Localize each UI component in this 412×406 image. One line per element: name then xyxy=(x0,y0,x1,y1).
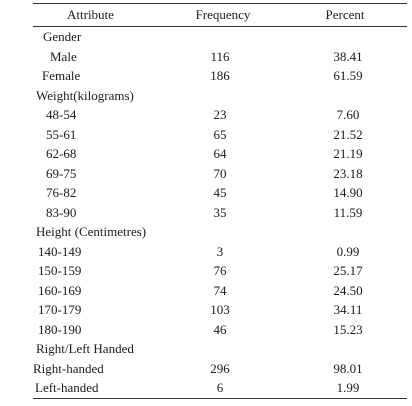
group-title: Weight(kilograms) xyxy=(36,87,134,103)
attribute-cell: 55-61 xyxy=(46,126,77,142)
percent-cell: 0.99 xyxy=(336,243,360,259)
group-title: Gender xyxy=(43,29,82,44)
attribute-frequency-table: Attribute Frequency Percent Gender Male 11… xyxy=(33,3,407,399)
frequency-cell: 45 xyxy=(213,185,227,200)
table-row: 140-149 3 0.99 xyxy=(33,242,407,262)
attribute-cell: 62-68 xyxy=(46,146,77,161)
group-title: Right/Left Handed xyxy=(36,341,134,356)
percent-cell: 25.17 xyxy=(333,263,363,278)
table-row: 170-179 103 34.11 xyxy=(33,300,407,320)
percent-cell: 1.99 xyxy=(279,378,407,399)
table-row: 69-75 70 23.18 xyxy=(33,164,407,184)
group-header-row: Height (Centimetres) xyxy=(33,222,407,242)
frequency-cell: 70 xyxy=(213,165,227,181)
frequency-cell: 46 xyxy=(213,321,227,337)
attribute-cell: 69-75 xyxy=(46,165,77,181)
percent-cell: 23.18 xyxy=(333,165,363,181)
percent-cell: 24.50 xyxy=(333,282,363,298)
attribute-cell: 76-82 xyxy=(46,185,77,200)
percent-cell: 11.59 xyxy=(333,204,363,220)
percent-cell: 14.90 xyxy=(333,185,363,200)
percent-cell: 15.23 xyxy=(333,321,363,337)
percent-cell: 61.59 xyxy=(333,68,363,83)
table-row: Male 116 38.41 xyxy=(33,47,407,67)
frequency-cell: 186 xyxy=(210,68,230,83)
group-header-row: Gender xyxy=(33,27,407,47)
table-row: 62-68 64 21.19 xyxy=(33,144,407,164)
header-row: Attribute Frequency Percent xyxy=(33,3,407,27)
frequency-cell: 65 xyxy=(213,126,227,142)
attribute-cell: 160-169 xyxy=(38,282,82,298)
table-row: Left-handed 6 1.99 xyxy=(33,378,407,399)
attribute-cell: 150-159 xyxy=(38,263,82,278)
frequency-cell: 23 xyxy=(213,107,227,122)
attribute-header: Attribute xyxy=(33,3,167,27)
percent-cell: 38.41 xyxy=(333,48,363,64)
table-body: Gender Male 116 38.41 Female 186 61.59 Weight(k… xyxy=(33,27,407,399)
table-row: 55-61 65 21.52 xyxy=(33,125,407,145)
table-row: 180-190 46 15.23 xyxy=(33,320,407,340)
frequency-cell: 74 xyxy=(213,282,227,298)
group-header-row: Weight(kilograms) xyxy=(33,86,407,106)
percent-header: Percent xyxy=(279,3,407,27)
percent-cell: 21.52 xyxy=(333,126,363,142)
attribute-cell: Right-handed xyxy=(33,360,104,376)
attribute-cell: 140-149 xyxy=(38,243,82,259)
percent-cell: 21.19 xyxy=(333,146,363,161)
group-header-row: Right/Left Handed xyxy=(33,339,407,359)
group-title: Height (Centimetres) xyxy=(36,224,147,239)
table-row: 83-90 35 11.59 xyxy=(33,203,407,223)
percent-cell: 7.60 xyxy=(336,107,360,122)
table-row: 150-159 76 25.17 xyxy=(33,261,407,281)
table-row: 160-169 74 24.50 xyxy=(33,281,407,301)
frequency-cell: 3 xyxy=(216,243,224,259)
attribute-cell: Male xyxy=(50,48,77,64)
frequency-cell: 103 xyxy=(210,302,230,317)
frequency-cell: 64 xyxy=(213,146,227,161)
attribute-cell: 83-90 xyxy=(46,204,77,220)
table-row: Right-handed 296 98.01 xyxy=(33,359,407,379)
attribute-cell: 180-190 xyxy=(38,321,82,337)
frequency-cell: 116 xyxy=(210,48,230,64)
attribute-cell: 170-179 xyxy=(38,302,82,317)
frequency-cell: 35 xyxy=(213,204,227,220)
frequency-header: Frequency xyxy=(167,3,279,27)
attribute-cell: Female xyxy=(42,68,81,83)
frequency-cell: 76 xyxy=(213,263,227,278)
attribute-cell: 48-54 xyxy=(46,107,77,122)
table-row: 48-54 23 7.60 xyxy=(33,105,407,125)
table-row: 76-82 45 14.90 xyxy=(33,183,407,203)
percent-cell: 34.11 xyxy=(333,302,363,317)
table-row: Female 186 61.59 xyxy=(33,66,407,86)
frequency-cell: 6 xyxy=(167,378,279,399)
percent-cell: 98.01 xyxy=(333,360,363,376)
frequency-cell: 296 xyxy=(210,360,230,376)
attribute-cell: Left-handed xyxy=(33,378,167,399)
